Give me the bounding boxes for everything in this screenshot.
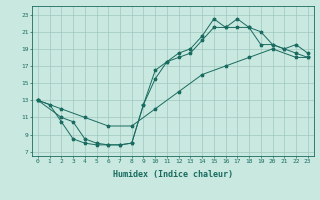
X-axis label: Humidex (Indice chaleur): Humidex (Indice chaleur) (113, 170, 233, 179)
